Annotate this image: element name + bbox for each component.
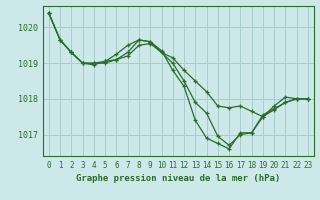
X-axis label: Graphe pression niveau de la mer (hPa): Graphe pression niveau de la mer (hPa) xyxy=(76,174,281,183)
